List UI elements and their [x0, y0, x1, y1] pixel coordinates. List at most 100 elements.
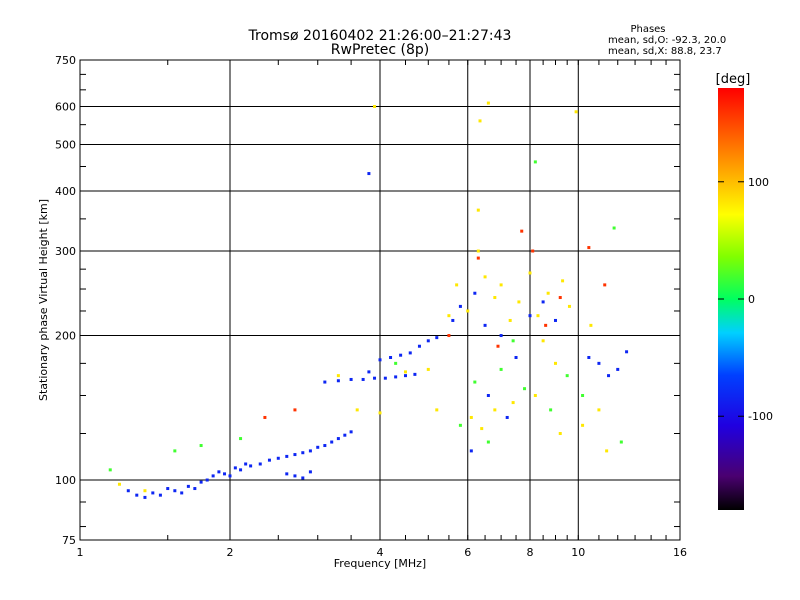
- data-point: [361, 377, 365, 381]
- data-point: [417, 344, 421, 348]
- data-point: [301, 476, 305, 480]
- data-point: [394, 375, 398, 379]
- data-point: [447, 314, 451, 318]
- grid-lines: [80, 60, 680, 540]
- y-tick-label: 600: [55, 101, 76, 114]
- data-point: [499, 334, 503, 338]
- data-point: [480, 427, 484, 431]
- data-point: [367, 370, 371, 374]
- data-point: [496, 344, 500, 348]
- data-point: [476, 208, 480, 212]
- data-point: [239, 437, 243, 441]
- data-point: [511, 401, 515, 405]
- data-point: [349, 430, 353, 434]
- data-point: [426, 339, 430, 343]
- data-point: [523, 387, 527, 391]
- series-0: [126, 172, 629, 499]
- y-tick-label: 300: [55, 245, 76, 258]
- data-point: [447, 334, 451, 338]
- x-tick-label: 2: [227, 546, 234, 559]
- plot-area: 1 2 4 6 8 10 16 75 100 200 300 400 500 600 750: [55, 54, 687, 559]
- data-point: [285, 472, 289, 476]
- data-point: [373, 105, 377, 109]
- y-tick-label: 200: [55, 330, 76, 343]
- data-point: [394, 361, 398, 365]
- data-point: [558, 296, 562, 300]
- x-tick-label: 16: [673, 546, 687, 559]
- colorbar-tick-label: -100: [748, 410, 773, 423]
- data-point: [378, 411, 382, 415]
- data-point: [166, 487, 170, 491]
- data-point: [616, 367, 620, 371]
- data-point: [531, 249, 535, 253]
- data-point: [476, 256, 480, 260]
- data-point: [597, 408, 601, 412]
- data-point: [541, 339, 545, 343]
- data-point: [607, 374, 611, 378]
- data-point: [151, 491, 155, 495]
- data-point: [553, 318, 557, 322]
- data-point: [223, 472, 227, 476]
- data-point: [316, 445, 320, 449]
- data-point: [469, 449, 473, 453]
- data-point: [408, 351, 412, 355]
- data-point: [493, 408, 497, 412]
- data-point: [336, 437, 340, 441]
- data-point: [625, 350, 629, 354]
- chart-title: Tromsø 20160402 21:26:00–21:27:43: [248, 28, 512, 44]
- data-point: [558, 432, 562, 436]
- stats-x-mode: mean, sd,X: 88.8, 23.7: [608, 46, 722, 57]
- data-point: [330, 440, 334, 444]
- data-point: [508, 318, 512, 322]
- data-point: [249, 464, 253, 468]
- data-point: [486, 101, 490, 105]
- data-point: [193, 487, 197, 491]
- data-point: [581, 423, 585, 427]
- data-point: [455, 283, 459, 287]
- data-point: [293, 474, 297, 478]
- data-point: [476, 249, 480, 253]
- data-point: [205, 478, 209, 482]
- data-point: [533, 394, 537, 398]
- data-point: [336, 374, 340, 378]
- data-point: [389, 355, 393, 359]
- data-point: [493, 296, 497, 300]
- data-point: [478, 119, 482, 123]
- colorbar-label: [deg]: [716, 72, 751, 87]
- data-point: [293, 453, 297, 457]
- data-point: [349, 377, 353, 381]
- data-point: [199, 480, 203, 484]
- data-point: [517, 300, 521, 304]
- data-point: [258, 462, 262, 466]
- data-point: [458, 304, 462, 308]
- data-point: [565, 374, 569, 378]
- data-point: [173, 489, 177, 493]
- data-point: [597, 361, 601, 365]
- data-point: [143, 495, 147, 499]
- data-point: [383, 376, 387, 380]
- series-2: [108, 160, 623, 472]
- data-point: [373, 376, 377, 380]
- data-point: [514, 355, 518, 359]
- data-point: [413, 372, 417, 376]
- data-point: [186, 484, 190, 488]
- data-point: [211, 474, 215, 478]
- colorbar-tick-label: 0: [748, 293, 755, 306]
- data-point: [541, 300, 545, 304]
- data-point: [301, 451, 305, 455]
- data-point: [587, 246, 591, 250]
- data-point: [528, 271, 532, 275]
- data-point: [173, 449, 177, 453]
- data-point: [108, 468, 112, 472]
- data-point: [435, 336, 439, 340]
- data-point: [499, 367, 503, 371]
- data-point: [486, 440, 490, 444]
- data-point: [612, 226, 616, 230]
- x-tick-label: 1: [77, 546, 84, 559]
- data-point: [239, 468, 243, 472]
- data-point: [293, 408, 297, 412]
- data-point: [533, 160, 537, 164]
- data-point: [126, 489, 130, 493]
- data-point: [605, 449, 609, 453]
- data-point: [343, 433, 347, 437]
